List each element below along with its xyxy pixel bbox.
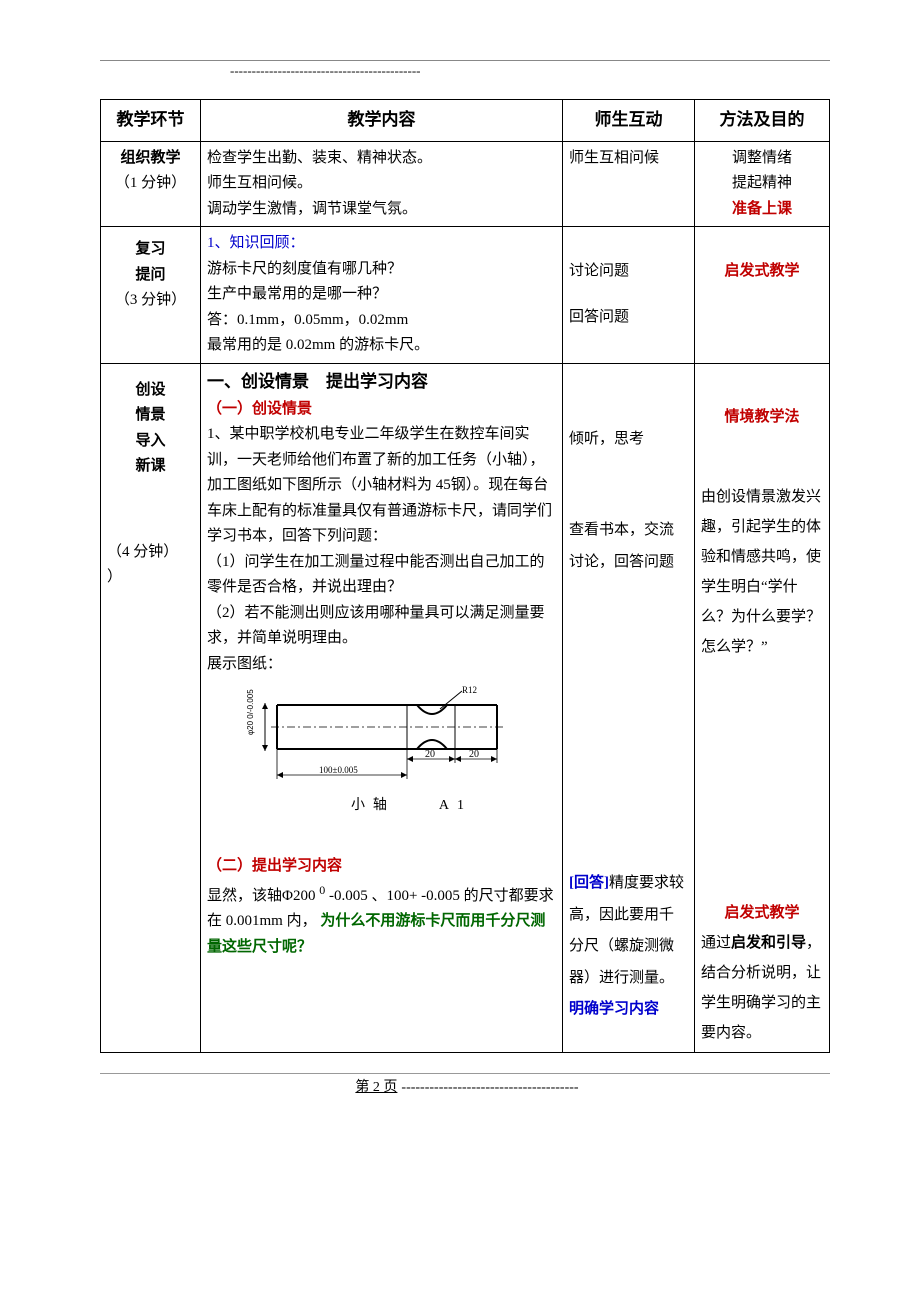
stage-time-paren: ） bbox=[107, 565, 194, 591]
method-cell: 启发式教学 bbox=[695, 227, 830, 364]
method-a-body: 由创设情景激发兴趣，引起学生的体验和情感共鸣，使学生明白“学什么？为什么要学？怎… bbox=[701, 482, 823, 662]
interaction-cell: 倾听，思考 查看书本，交流讨论，回答问题 [回答]精度要求较高，因此要用千分尺（… bbox=[563, 363, 695, 1052]
interaction-line: 师生互相问候 bbox=[569, 146, 688, 172]
content-subhead: 1、知识回顾： bbox=[207, 231, 556, 257]
content-line: 调动学生激情，调节课堂气氛。 bbox=[207, 197, 556, 223]
interaction-a1: 倾听，思考 bbox=[569, 424, 688, 456]
paragraph: 1、某中职学校机电专业二年级学生在数控车间实训，一天老师给他们布置了新的加工任务… bbox=[207, 422, 556, 550]
stage-line: 情景 bbox=[107, 403, 194, 429]
content-cell: 检查学生出勤、装束、精神状态。 师生互相问候。 调动学生激情，调节课堂气氛。 bbox=[201, 141, 563, 227]
content-cell: 一、创设情景 提出学习内容 （一）创设情景 1、某中职学校机电专业二年级学生在数… bbox=[201, 363, 563, 1052]
dim-20a: 20 bbox=[425, 749, 435, 760]
table-header-row: 教学环节 教学内容 师生互动 方法及目的 bbox=[101, 100, 830, 142]
th-stage: 教学环节 bbox=[101, 100, 201, 142]
stage-line: 创设 bbox=[107, 378, 194, 404]
question: （2）若不能测出则应该用哪种量具可以满足测量要求，并简单说明理由。 bbox=[207, 601, 556, 652]
paragraph2: 显然，该轴Φ200 0 -0.005 、100+ -0.005 的尺寸都要求在 … bbox=[207, 880, 556, 961]
method-a-head: 情境教学法 bbox=[701, 402, 823, 432]
interaction-line: 讨论问题 bbox=[569, 259, 688, 285]
shaft-svg: φ20 0/-0.005 bbox=[237, 685, 507, 790]
content-line: 最常用的是 0.02mm 的游标卡尺。 bbox=[207, 333, 556, 359]
stage-time: （3 分钟） bbox=[107, 288, 194, 314]
method-cell: 调整情绪 提起精神 准备上课 bbox=[695, 141, 830, 227]
th-interaction: 师生互动 bbox=[563, 100, 695, 142]
interaction-a2: 查看书本，交流讨论，回答问题 bbox=[569, 515, 688, 578]
method-line-emph: 启发式教学 bbox=[701, 259, 823, 285]
header-rule bbox=[100, 60, 830, 61]
footer-page-label: 第 2 页 bbox=[351, 1076, 401, 1096]
interaction-b-end: 明确学习内容 bbox=[569, 994, 688, 1026]
dim-radius: R12 bbox=[462, 685, 477, 695]
document-page: ----------------------------------------… bbox=[0, 40, 920, 1126]
table-row: 创设 情景 导入 新课 （4 分钟） ） 一、创设情景 提出学习内容 （一）创设… bbox=[101, 363, 830, 1052]
stage-cell: 创设 情景 导入 新课 （4 分钟） ） bbox=[101, 363, 201, 1052]
content-line: 检查学生出勤、装束、精神状态。 bbox=[207, 146, 556, 172]
answer-text: 精度要求较高，因此要用千分尺（螺旋测微器）进行测量。 bbox=[569, 875, 684, 986]
shaft-diagram: φ20 0/-0.005 bbox=[237, 685, 556, 818]
content-cell: 1、知识回顾： 游标卡尺的刻度值有哪几种？ 生产中最常用的是哪一种？ 答：0.1… bbox=[201, 227, 563, 364]
page-footer: 第 2 页-----------------------------------… bbox=[100, 1073, 830, 1096]
interaction-b: [回答]精度要求较高，因此要用千分尺（螺旋测微器）进行测量。 bbox=[569, 868, 688, 994]
lesson-plan-table: 教学环节 教学内容 师生互动 方法及目的 组织教学 （1 分钟） 检查学生出勤、… bbox=[100, 99, 830, 1053]
method-b-body: 通过启发和引导，结合分析说明，让学生明确学习的主要内容。 bbox=[701, 928, 823, 1048]
section-heading: 一、创设情景 提出学习内容 bbox=[207, 368, 556, 397]
stage-line: 导入 bbox=[107, 429, 194, 455]
stage-line: 新课 bbox=[107, 454, 194, 480]
dim-20b: 20 bbox=[469, 749, 479, 760]
header-dashes: ----------------------------------------… bbox=[100, 63, 830, 79]
dim-100: 100±0.005 bbox=[319, 765, 358, 775]
answer-tag: [回答] bbox=[569, 875, 609, 891]
content-line: 师生互相问候。 bbox=[207, 171, 556, 197]
show-label: 展示图纸： bbox=[207, 652, 556, 678]
interaction-cell: 师生互相问候 bbox=[563, 141, 695, 227]
th-content: 教学内容 bbox=[201, 100, 563, 142]
content-line: 答：0.1mm，0.05mm，0.02mm bbox=[207, 308, 556, 334]
section-sub1: （一）创设情景 bbox=[207, 397, 556, 423]
stage-line: 提问 bbox=[107, 263, 194, 289]
method-line-emph: 准备上课 bbox=[701, 197, 823, 223]
stage-line: 复习 bbox=[107, 237, 194, 263]
diagram-caption: 小轴 A1 bbox=[237, 794, 556, 818]
stage-time: （4 分钟） bbox=[107, 540, 194, 566]
stage-cell: 复习 提问 （3 分钟） bbox=[101, 227, 201, 364]
content-line: 游标卡尺的刻度值有哪几种？ bbox=[207, 257, 556, 283]
th-method: 方法及目的 bbox=[695, 100, 830, 142]
method-line: 调整情绪 bbox=[701, 146, 823, 172]
p2a: 显然，该轴Φ200 bbox=[207, 888, 315, 904]
table-row: 组织教学 （1 分钟） 检查学生出勤、装束、精神状态。 师生互相问候。 调动学生… bbox=[101, 141, 830, 227]
section-sub2: （二）提出学习内容 bbox=[207, 854, 556, 880]
interaction-cell: 讨论问题 回答问题 bbox=[563, 227, 695, 364]
method-line: 提起精神 bbox=[701, 171, 823, 197]
method-cell: 情境教学法 由创设情景激发兴趣，引起学生的体验和情感共鸣，使学生明白“学什么？为… bbox=[695, 363, 830, 1052]
table-row: 复习 提问 （3 分钟） 1、知识回顾： 游标卡尺的刻度值有哪几种？ 生产中最常… bbox=[101, 227, 830, 364]
dim-left: φ20 0/-0.005 bbox=[246, 689, 255, 735]
footer-dashes: -------------------------------------- bbox=[401, 1080, 578, 1095]
content-line: 生产中最常用的是哪一种？ bbox=[207, 282, 556, 308]
method-b-head: 启发式教学 bbox=[701, 898, 823, 928]
stage-title: 组织教学 bbox=[107, 146, 194, 172]
mb2b: 启发和引导 bbox=[731, 935, 806, 951]
mb2a: 通过 bbox=[701, 935, 731, 951]
interaction-line: 回答问题 bbox=[569, 305, 688, 331]
stage-cell: 组织教学 （1 分钟） bbox=[101, 141, 201, 227]
stage-time: （1 分钟） bbox=[107, 171, 194, 197]
question: （1）问学生在加工测量过程中能否测出自己加工的零件是否合格，并说出理由？ bbox=[207, 550, 556, 601]
